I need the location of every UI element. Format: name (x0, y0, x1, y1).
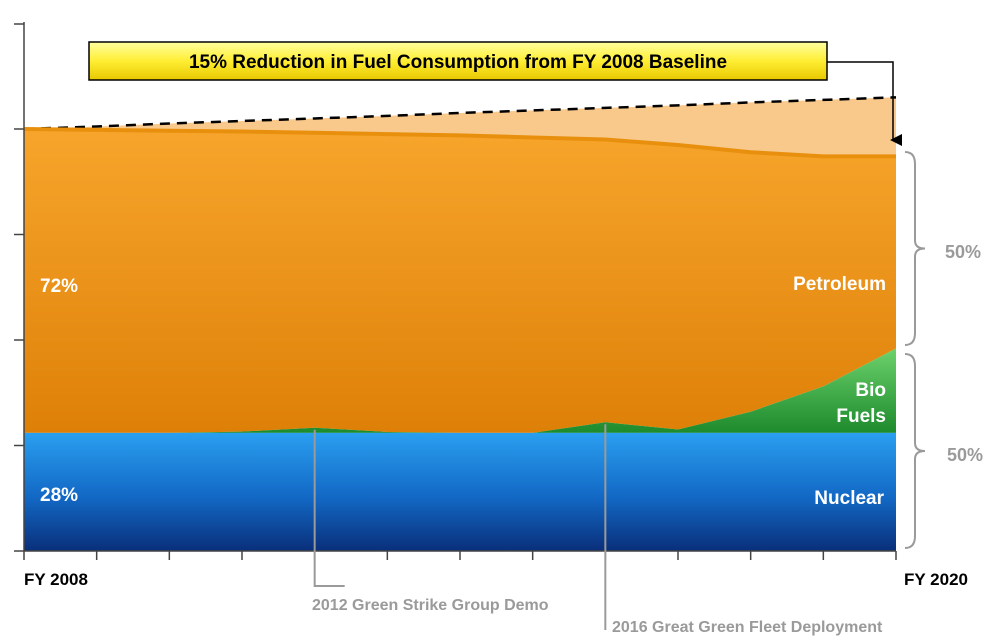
biofuels-label-line: Bio (855, 380, 886, 401)
annotation-2016-label: 2016 Great Green Fleet Deployment (612, 619, 883, 636)
x-axis-start-label: FY 2008 (24, 570, 88, 589)
x-axis-end-label: FY 2020 (904, 570, 968, 589)
biofuels-label-line: Fuels (836, 406, 886, 427)
bracket-label-lower: 50% (947, 445, 983, 465)
baseline-gap-area (24, 97, 896, 157)
stacked-areas (24, 97, 896, 551)
percentage-brackets (904, 151, 926, 549)
annotation-2012-label: 2012 Green Strike Group Demo (312, 597, 549, 614)
target-callout-arrow (827, 61, 902, 146)
milestone-annotations (313, 424, 607, 630)
petroleum-area (24, 129, 896, 433)
annotation-2012-leader (313, 429, 345, 587)
biofuels-area (24, 348, 896, 433)
petroleum-series-label: Petroleum (793, 274, 886, 295)
actual-consumption-line (23, 127, 896, 159)
bracket-label-upper: 50% (945, 242, 981, 262)
target-callout: 15% Reduction in Fuel Consumption from F… (88, 41, 902, 146)
percentage-bracket (904, 353, 926, 549)
nuclear-percent-label: 28% (40, 485, 78, 506)
petroleum-percent-label: 72% (40, 276, 78, 297)
nuclear-area (24, 432, 896, 551)
target-callout-text: 15% Reduction in Fuel Consumption from F… (189, 52, 727, 73)
percentage-bracket (904, 151, 926, 346)
biofuels-series-label: Bio Fuels (836, 380, 886, 427)
trend-lines (23, 96, 897, 159)
nuclear-series-label: Nuclear (814, 488, 884, 509)
target-callout-box (88, 41, 828, 81)
baseline-projection-line (23, 96, 897, 131)
